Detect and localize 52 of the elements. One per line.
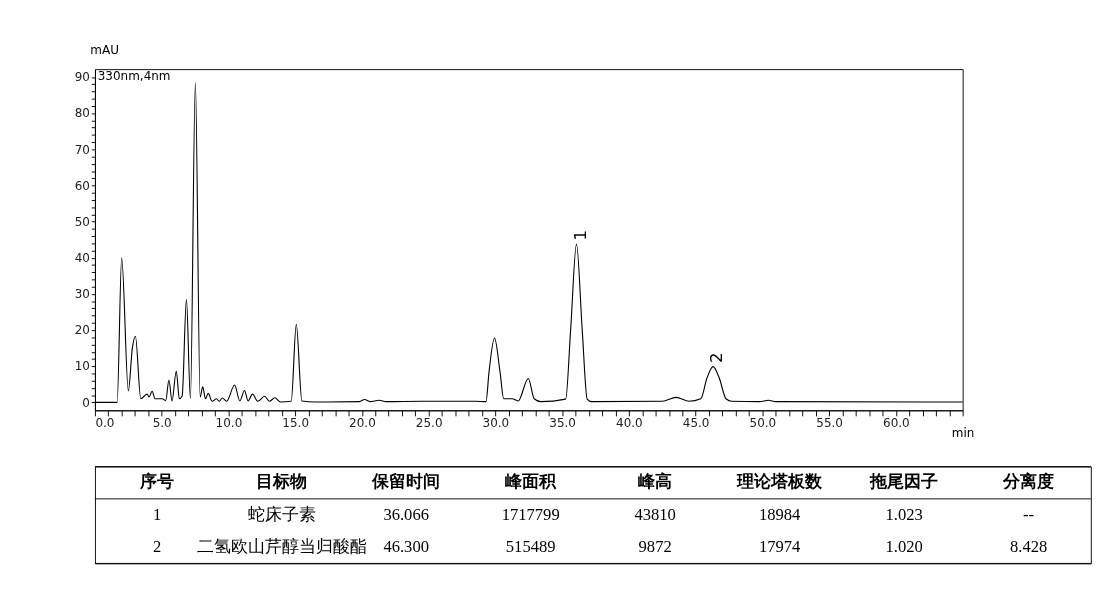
y-axis-title: mAU bbox=[90, 42, 119, 57]
text: 1717799 bbox=[501, 504, 560, 524]
annotation: 1 bbox=[570, 229, 590, 241]
x-tick-label: 35.0 bbox=[549, 416, 576, 431]
x-tick-label: 45.0 bbox=[682, 416, 710, 431]
text: -- bbox=[1023, 504, 1035, 524]
x-tick-label: 50.0 bbox=[749, 416, 777, 431]
y-tick-label: 70 bbox=[74, 142, 90, 157]
x-tick-label: 40.0 bbox=[616, 416, 643, 431]
category-label: 理论塔板数 bbox=[736, 472, 824, 492]
x-tick-label: 15.0 bbox=[282, 416, 310, 431]
x-tick-label: 60.0 bbox=[883, 416, 910, 431]
text: 1.023 bbox=[885, 504, 923, 524]
text: 515489 bbox=[505, 536, 556, 556]
text: 1 bbox=[153, 504, 162, 524]
text: 2 bbox=[153, 536, 162, 556]
text: 43810 bbox=[634, 504, 676, 524]
y-tick-label: 0 bbox=[82, 395, 90, 410]
x-tick-label: 20.0 bbox=[349, 416, 376, 431]
y-tick-label: 40 bbox=[74, 250, 90, 265]
x-tick-label: 5.0 bbox=[152, 416, 172, 431]
text: 8.428 bbox=[1009, 536, 1048, 556]
text: 二氢欧山芹醇当归酸酯 bbox=[196, 536, 367, 556]
category-label: 序号 bbox=[139, 472, 175, 492]
category-label: 峰高 bbox=[638, 472, 673, 492]
category-label: 目标物 bbox=[256, 472, 308, 492]
category-label: 保留时间 bbox=[371, 472, 441, 492]
x-tick-label: 10.0 bbox=[215, 416, 243, 431]
y-tick-label: 10 bbox=[74, 359, 90, 374]
text: 18984 bbox=[758, 504, 802, 524]
category-label: 拖尾因子 bbox=[869, 472, 939, 492]
text: 36.066 bbox=[383, 504, 429, 524]
y-tick-label: 20 bbox=[74, 323, 90, 338]
x-axis-title: min bbox=[951, 425, 975, 440]
y-tick-label: 30 bbox=[74, 287, 90, 302]
text: 1.020 bbox=[885, 536, 923, 556]
annotation: 330nm,4nm bbox=[97, 69, 171, 84]
text: 17974 bbox=[758, 536, 802, 556]
x-tick-label: 30.0 bbox=[482, 416, 510, 431]
category-label: 峰面积 bbox=[505, 472, 558, 492]
text: 蛇床子素 bbox=[247, 504, 316, 524]
x-tick-label: 55.0 bbox=[816, 416, 843, 431]
x-tick-label: 0.0 bbox=[95, 416, 115, 431]
y-tick-label: 60 bbox=[74, 178, 90, 193]
annotation: 2 bbox=[707, 352, 727, 363]
text: 9872 bbox=[638, 536, 672, 556]
y-tick-label: 90 bbox=[74, 70, 90, 85]
category-label: 分离度 bbox=[1002, 472, 1055, 492]
text: 46.300 bbox=[383, 536, 429, 556]
y-tick-label: 80 bbox=[74, 106, 90, 121]
x-tick-label: 25.0 bbox=[415, 416, 443, 431]
y-tick-label: 50 bbox=[74, 214, 90, 229]
